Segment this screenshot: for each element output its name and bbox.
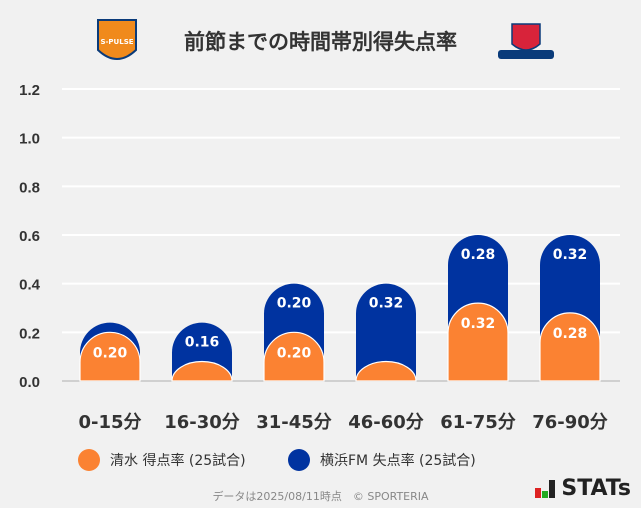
s-pulse-logo [97,19,137,60]
y-tick-label: 0.6 [19,228,40,245]
x-tick-label: 76-90分 [532,412,608,433]
bar-shimizu-3 [355,360,417,382]
y-tick-label: 0.8 [19,179,40,196]
data-label-yokohama: 0.32 [553,247,588,263]
x-tick-label: 61-75分 [440,412,516,433]
stats-brand: STATs [535,476,631,501]
bar-shimizu-1 [171,360,233,382]
bar-shimizu-4 [447,302,509,382]
data-label-shimizu: 0.28 [553,326,588,342]
y-tick-label: 1.0 [19,131,40,148]
y-tick-label: 0.4 [19,277,41,294]
x-tick-label: 16-30分 [164,412,240,433]
bar-shimizu-2 [263,331,325,382]
x-tick-label: 46-60分 [348,412,424,433]
s-pulse-logo-text: S-PULSE [100,38,133,46]
legend-label: 清水 得点率 (25試合) [110,453,246,469]
stats-logo-icon [535,479,556,498]
data-label-shimizu: 0.32 [461,316,496,332]
brand-text: STATs [561,476,631,501]
x-tick-label: 31-45分 [256,412,332,433]
data-label-shimizu: 0.20 [277,345,312,361]
data-label-yokohama: 0.20 [277,296,312,312]
bar-shimizu-5 [539,312,601,382]
bar-yokohama-3 [356,283,416,381]
marinos-logo-banner [498,50,554,59]
legend-swatch-orange [78,449,100,471]
y-tick-label: 0.2 [19,325,40,342]
y-tick-label: 0.0 [19,374,40,391]
data-label-yokohama: 0.32 [369,296,404,312]
legend-item-shimizu: 清水 得点率 (25試合) [78,449,246,471]
data-label-yokohama: 0.16 [185,335,220,351]
x-tick-label: 0-15分 [78,412,141,433]
data-label-yokohama: 0.28 [461,247,496,263]
legend-label: 横浜FM 失点率 (25試合) [320,453,476,469]
chart-title: 前節までの時間帯別得失点率 [184,30,457,54]
legend-swatch-blue [288,449,310,471]
bar-shimizu-0 [79,331,141,382]
data-label-shimizu: 0.20 [93,345,128,361]
marinos-logo [511,23,541,51]
legend-item-yokohama: 横浜FM 失点率 (25試合) [288,449,476,471]
y-tick-label: 1.2 [19,82,40,99]
footer-note: データは2025/08/11時点 © SPORTERIA [212,490,429,503]
